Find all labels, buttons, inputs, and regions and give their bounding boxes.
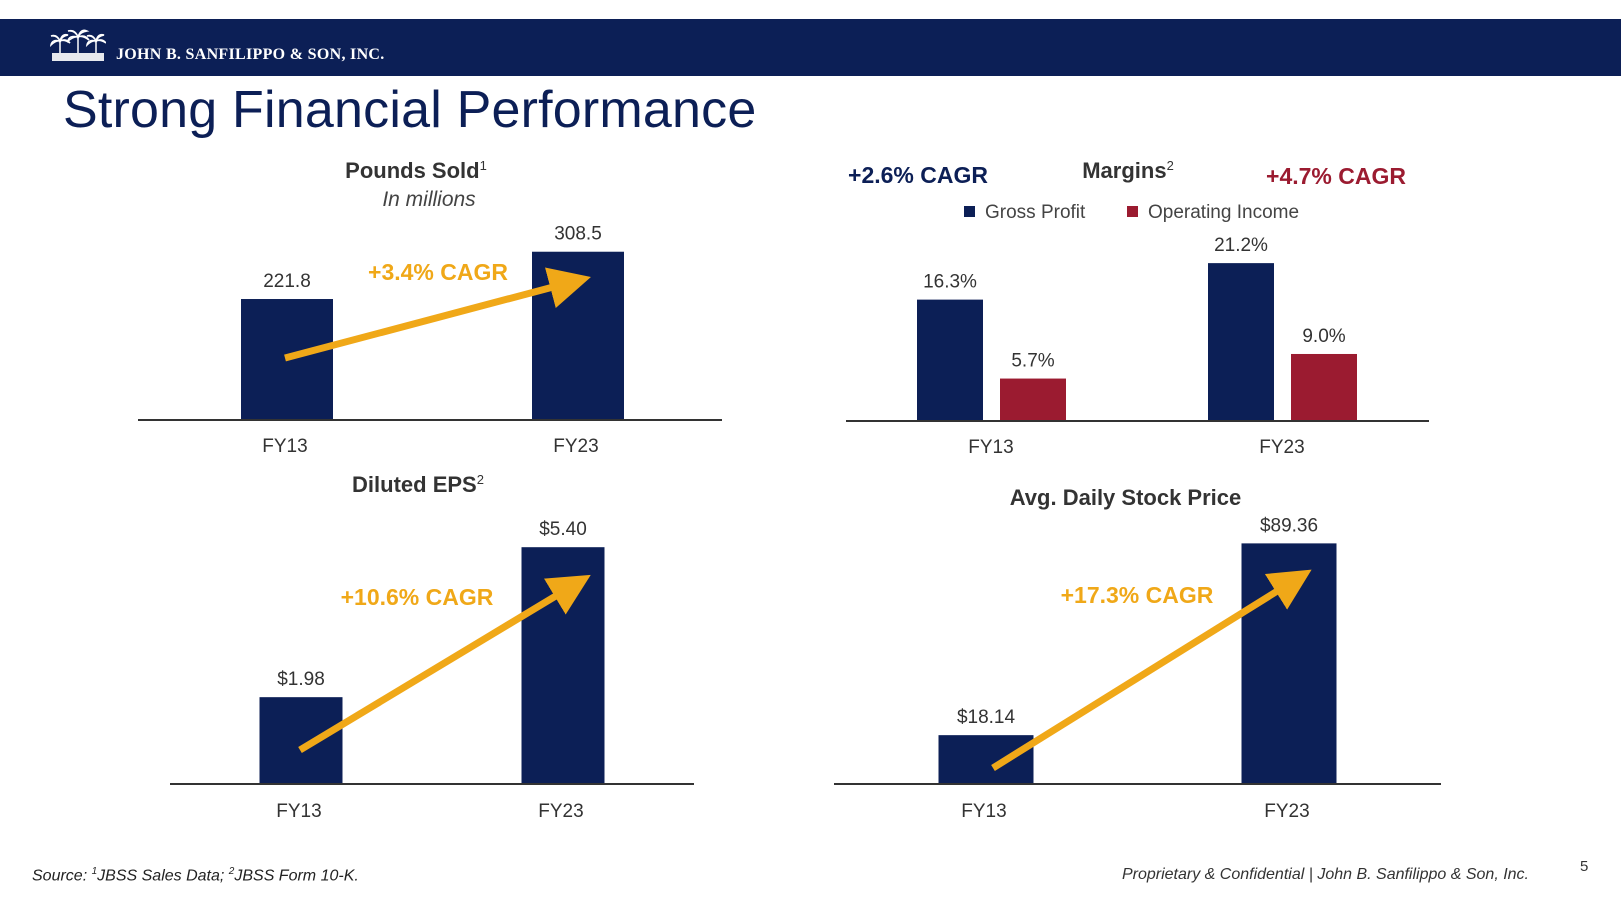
data-label-2-1: $5.40	[539, 519, 587, 540]
cagr-arrow-0	[284, 267, 591, 362]
legend-swatch-gross-profit	[964, 206, 975, 217]
source-sup-2: 2	[228, 866, 235, 877]
chart-subtitle-0: In millions	[382, 188, 476, 211]
cagr-label-gross-profit: +2.6% CAGR	[848, 162, 988, 188]
header-bar: JOHN B. SANFILIPPO & SON, INC.	[0, 19, 1621, 76]
legend-label-operating-income: Operating Income	[1148, 202, 1299, 223]
bar-operating-income-fy23	[1291, 353, 1357, 421]
legend-label-gross-profit: Gross Profit	[985, 202, 1086, 223]
company-logo	[50, 29, 106, 61]
data-label-1-0-0: 16.3%	[923, 272, 977, 293]
data-label-1-0-1: 21.2%	[1214, 235, 1268, 256]
x-tick-3-1: FY23	[1264, 801, 1309, 822]
data-label-1-1-1: 9.0%	[1302, 326, 1345, 347]
data-label-0-0: 221.8	[263, 271, 311, 292]
bar-2-fy23	[521, 547, 605, 784]
source-sup-1: 1	[91, 866, 98, 877]
company-name: JOHN B. SANFILIPPO & SON, INC.	[116, 46, 385, 63]
chart-title-0: Pounds Sold1	[345, 158, 487, 183]
bar-gross-profit-fy23	[1208, 263, 1274, 421]
page-title: Strong Financial Performance	[63, 81, 757, 139]
source-2: JBSS Form 10-K.	[234, 867, 359, 885]
cagr-label-2: +10.6% CAGR	[341, 584, 494, 610]
cagr-label-0: +3.4% CAGR	[368, 259, 508, 285]
page-number: 5	[1580, 858, 1589, 875]
chart-title-3: Avg. Daily Stock Price	[1010, 485, 1242, 510]
chart-title-1: Margins2	[1082, 158, 1174, 183]
cagr-label-3: +17.3% CAGR	[1061, 582, 1214, 608]
cagr-arrow-3	[991, 569, 1312, 771]
chart-title-2: Diluted EPS2	[352, 472, 484, 497]
source-note: Source: 1JBSS Sales Data; 2JBSS Form 10-…	[32, 866, 359, 885]
x-tick-2-1: FY23	[538, 801, 583, 822]
x-tick-1-0: FY13	[968, 437, 1013, 458]
data-label-3-0: $18.14	[957, 707, 1016, 728]
cagr-label-operating-income: +4.7% CAGR	[1266, 163, 1406, 189]
cagr-arrow-2	[298, 574, 591, 753]
data-label-3-1: $89.36	[1260, 515, 1318, 536]
x-tick-0-0: FY13	[262, 436, 307, 457]
legend-swatch-operating-income	[1127, 206, 1138, 217]
bar-0-fy23	[532, 251, 624, 420]
bar-3-fy23	[1241, 543, 1337, 784]
bar-3-fy13	[938, 735, 1034, 784]
source-1: JBSS Sales Data;	[97, 867, 229, 885]
data-label-0-1: 308.5	[554, 224, 602, 245]
confidential-note: Proprietary & Confidential | John B. San…	[1121, 866, 1529, 883]
data-label-1-1-0: 5.7%	[1011, 351, 1054, 372]
source-prefix: Source:	[32, 867, 92, 885]
data-label-2-0: $1.98	[277, 669, 325, 690]
bar-operating-income-fy13	[1000, 378, 1066, 421]
x-tick-1-1: FY23	[1259, 437, 1304, 458]
x-tick-0-1: FY23	[553, 436, 598, 457]
bar-gross-profit-fy13	[917, 299, 983, 421]
bar-2-fy13	[259, 697, 343, 784]
x-tick-2-0: FY13	[276, 801, 321, 822]
x-tick-3-0: FY13	[961, 801, 1006, 822]
